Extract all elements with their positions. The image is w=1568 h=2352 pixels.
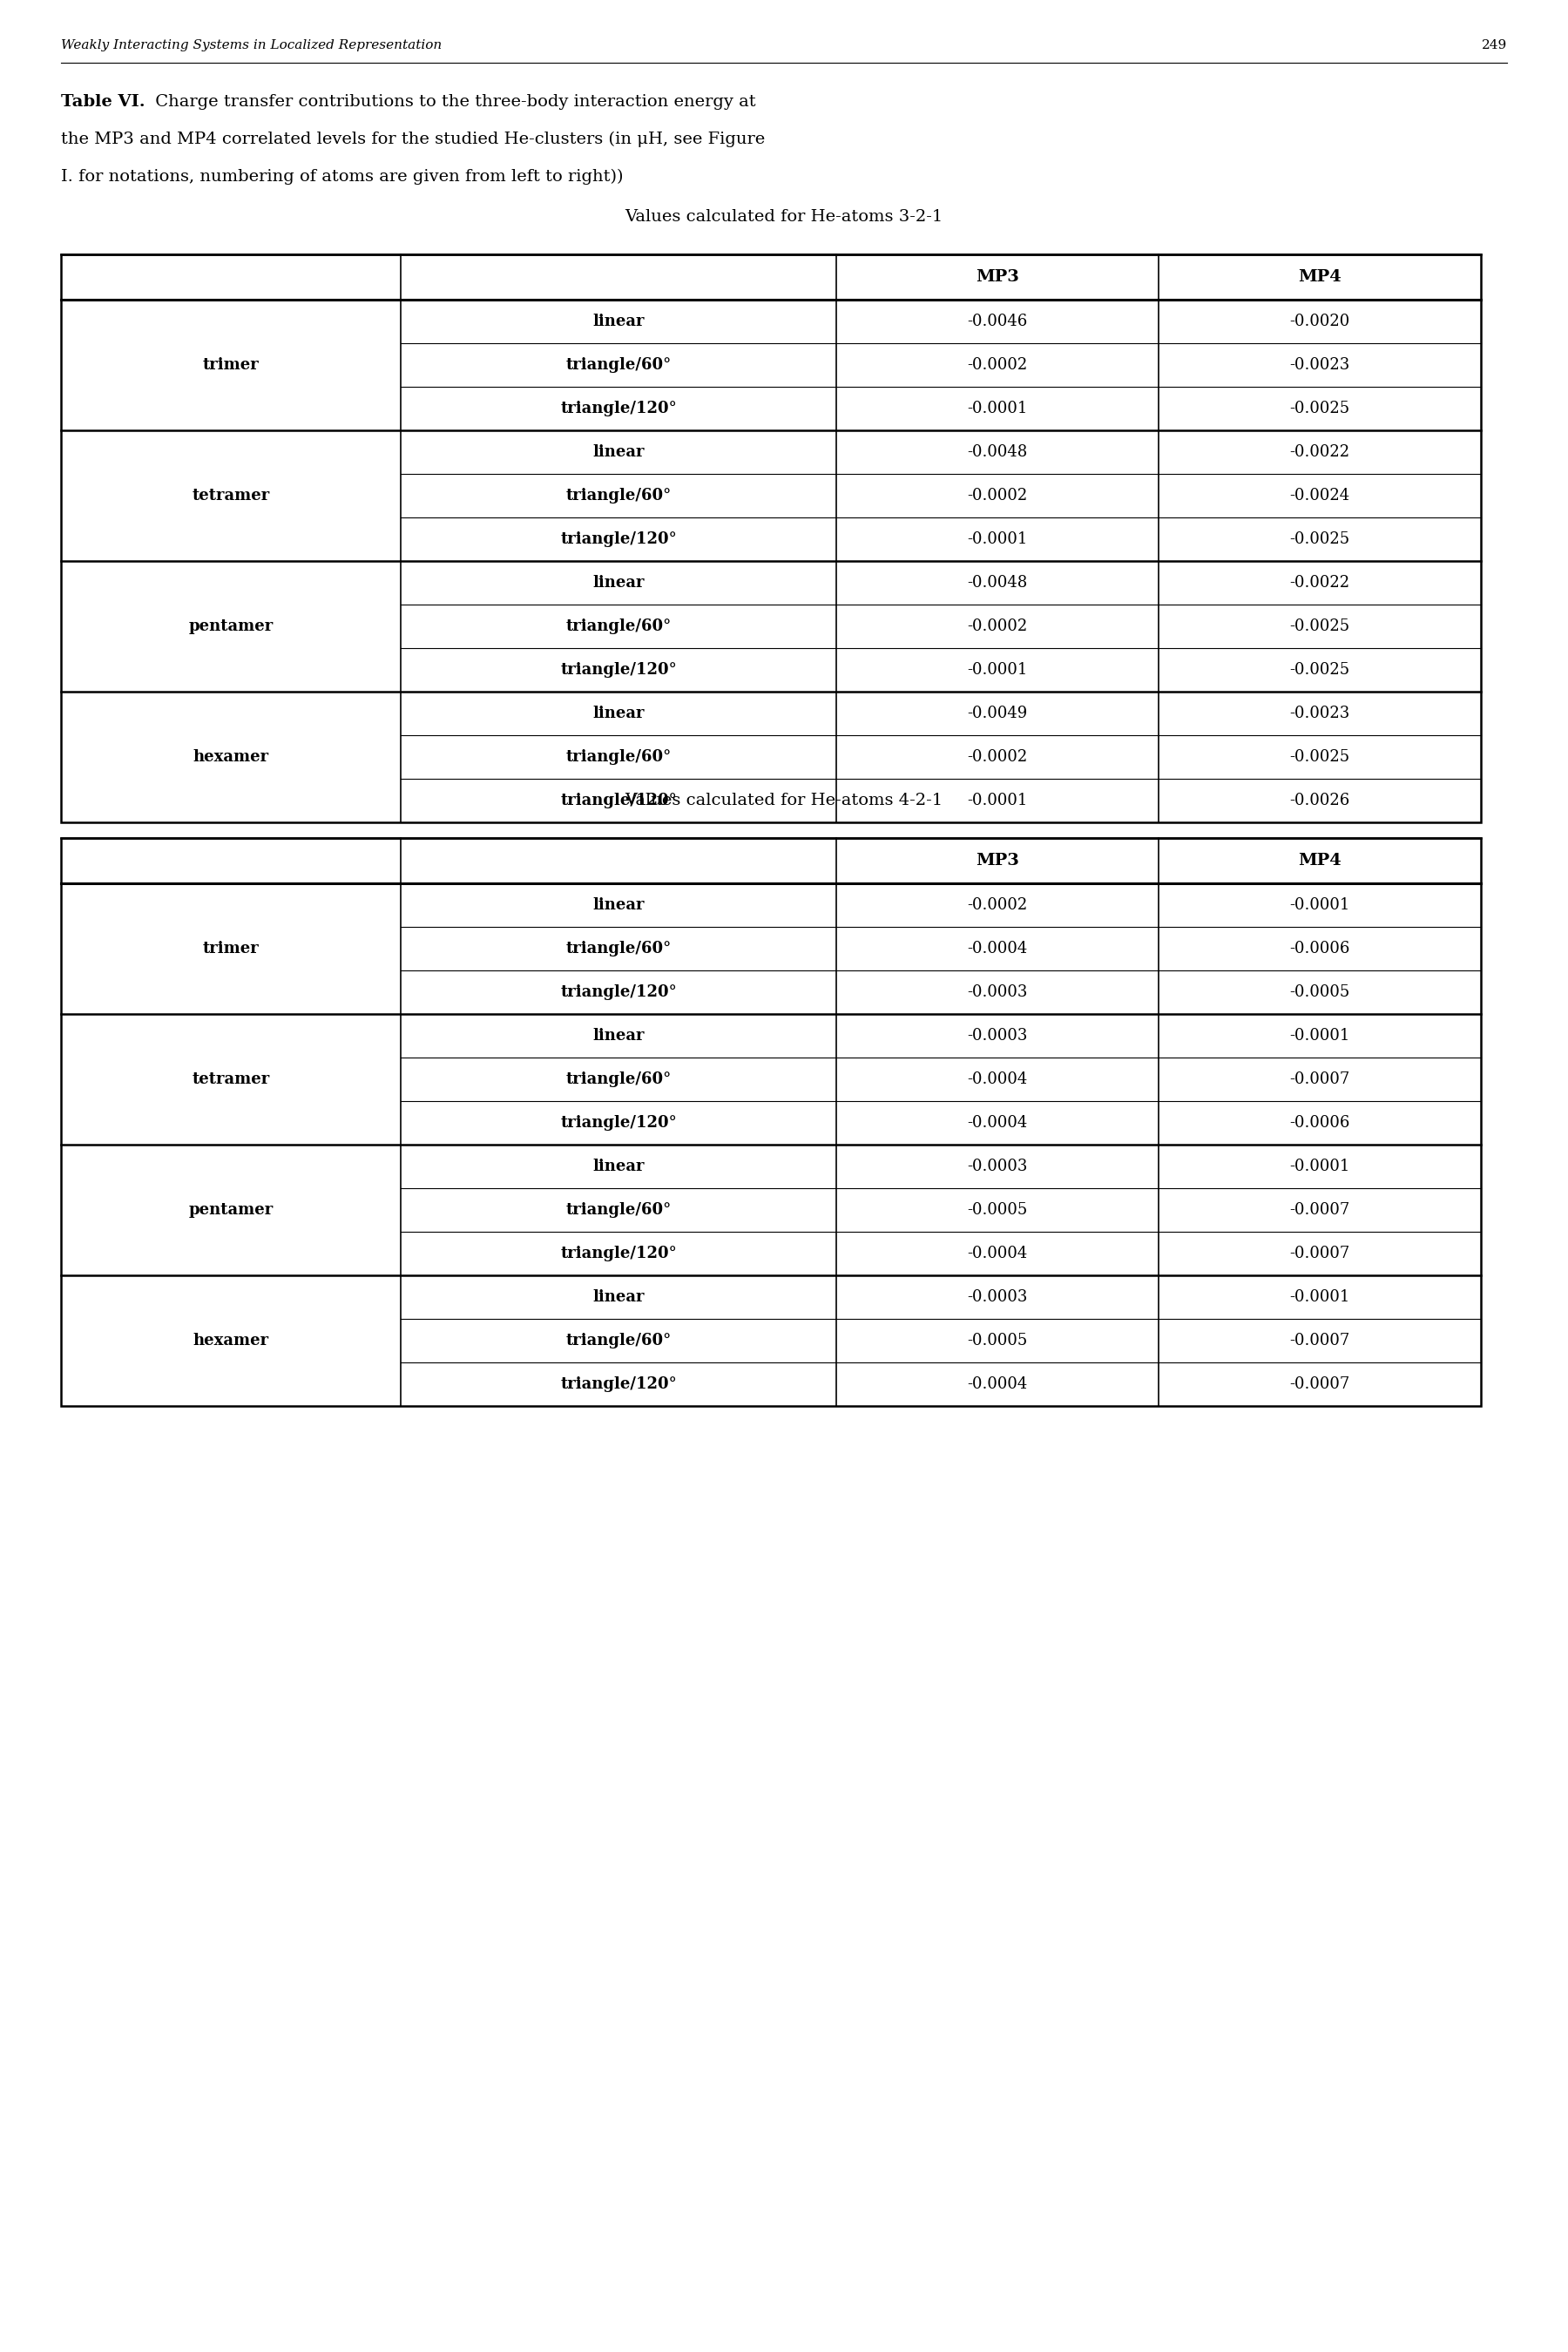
Text: linear: linear (593, 706, 644, 722)
Text: -0.0048: -0.0048 (967, 574, 1027, 590)
Text: -0.0002: -0.0002 (967, 358, 1027, 374)
Text: triangle/60°: triangle/60° (566, 941, 671, 957)
Text: -0.0022: -0.0022 (1289, 445, 1350, 461)
Text: -0.0007: -0.0007 (1289, 1334, 1350, 1348)
Text: trimer: trimer (202, 941, 259, 957)
Text: -0.0048: -0.0048 (967, 445, 1027, 461)
Text: MP3: MP3 (975, 268, 1019, 285)
Text: -0.0007: -0.0007 (1289, 1202, 1350, 1218)
Text: -0.0001: -0.0001 (1289, 1028, 1350, 1044)
Text: Values calculated for He-atoms 4-2-1: Values calculated for He-atoms 4-2-1 (626, 793, 942, 809)
Text: triangle/120°: triangle/120° (560, 1247, 677, 1261)
Text: -0.0003: -0.0003 (967, 985, 1027, 1000)
Text: pentamer: pentamer (188, 619, 273, 635)
Text: linear: linear (593, 896, 644, 913)
Text: trimer: trimer (202, 358, 259, 374)
Text: MP4: MP4 (1298, 854, 1341, 868)
Text: triangle/120°: triangle/120° (560, 1115, 677, 1131)
Text: -0.0046: -0.0046 (967, 313, 1027, 329)
Text: triangle/120°: triangle/120° (560, 661, 677, 677)
Text: -0.0003: -0.0003 (967, 1028, 1027, 1044)
Text: Table VI.: Table VI. (61, 94, 146, 111)
Text: -0.0004: -0.0004 (967, 1247, 1027, 1261)
Text: -0.0001: -0.0001 (967, 661, 1027, 677)
Text: -0.0007: -0.0007 (1289, 1376, 1350, 1392)
Text: triangle/120°: triangle/120° (560, 400, 677, 416)
Text: -0.0002: -0.0002 (967, 750, 1027, 764)
Text: triangle/60°: triangle/60° (566, 1202, 671, 1218)
Text: -0.0001: -0.0001 (967, 532, 1027, 548)
Text: linear: linear (593, 313, 644, 329)
Text: hexamer: hexamer (193, 750, 268, 764)
Text: I. for notations, numbering of atoms are given from left to right)): I. for notations, numbering of atoms are… (61, 169, 624, 186)
Text: MP4: MP4 (1298, 268, 1341, 285)
Text: triangle/60°: triangle/60° (566, 1334, 671, 1348)
Text: -0.0003: -0.0003 (967, 1160, 1027, 1174)
Text: triangle/60°: triangle/60° (566, 487, 671, 503)
Text: triangle/60°: triangle/60° (566, 750, 671, 764)
Text: linear: linear (593, 1160, 644, 1174)
Text: -0.0025: -0.0025 (1289, 619, 1350, 635)
Text: linear: linear (593, 1028, 644, 1044)
Text: Values calculated for He-atoms 3-2-1: Values calculated for He-atoms 3-2-1 (626, 209, 942, 226)
Text: triangle/120°: triangle/120° (560, 1376, 677, 1392)
Text: -0.0004: -0.0004 (967, 1115, 1027, 1131)
Text: triangle/60°: triangle/60° (566, 1073, 671, 1087)
Text: -0.0004: -0.0004 (967, 1073, 1027, 1087)
Text: -0.0004: -0.0004 (967, 1376, 1027, 1392)
Text: -0.0001: -0.0001 (967, 793, 1027, 809)
Text: -0.0007: -0.0007 (1289, 1247, 1350, 1261)
Text: linear: linear (593, 574, 644, 590)
Text: linear: linear (593, 445, 644, 461)
Text: triangle/60°: triangle/60° (566, 619, 671, 635)
Text: -0.0001: -0.0001 (1289, 1289, 1350, 1305)
Text: -0.0049: -0.0049 (967, 706, 1027, 722)
Text: -0.0022: -0.0022 (1289, 574, 1350, 590)
Text: MP3: MP3 (975, 854, 1019, 868)
Text: pentamer: pentamer (188, 1202, 273, 1218)
Text: the MP3 and MP4 correlated levels for the studied He-clusters (in μH, see Figure: the MP3 and MP4 correlated levels for th… (61, 132, 765, 148)
Text: -0.0025: -0.0025 (1289, 400, 1350, 416)
Text: -0.0006: -0.0006 (1289, 941, 1350, 957)
Text: -0.0023: -0.0023 (1289, 358, 1350, 374)
Text: 249: 249 (1482, 40, 1507, 52)
Text: -0.0001: -0.0001 (1289, 1160, 1350, 1174)
Text: -0.0002: -0.0002 (967, 896, 1027, 913)
Text: -0.0023: -0.0023 (1289, 706, 1350, 722)
Text: -0.0024: -0.0024 (1289, 487, 1350, 503)
Text: -0.0003: -0.0003 (967, 1289, 1027, 1305)
Text: -0.0025: -0.0025 (1289, 532, 1350, 548)
Text: -0.0002: -0.0002 (967, 619, 1027, 635)
Text: -0.0005: -0.0005 (967, 1202, 1027, 1218)
Text: triangle/120°: triangle/120° (560, 532, 677, 548)
Text: triangle/60°: triangle/60° (566, 358, 671, 374)
Text: tetramer: tetramer (191, 1073, 270, 1087)
Text: triangle/120°: triangle/120° (560, 985, 677, 1000)
Text: triangle/120°: triangle/120° (560, 793, 677, 809)
Text: -0.0026: -0.0026 (1289, 793, 1350, 809)
Text: -0.0001: -0.0001 (967, 400, 1027, 416)
Text: -0.0005: -0.0005 (967, 1334, 1027, 1348)
Text: -0.0002: -0.0002 (967, 487, 1027, 503)
Bar (61, 254, 1480, 823)
Text: -0.0006: -0.0006 (1289, 1115, 1350, 1131)
Text: -0.0020: -0.0020 (1289, 313, 1350, 329)
Bar (61, 837, 1480, 1406)
Text: -0.0025: -0.0025 (1289, 750, 1350, 764)
Text: -0.0025: -0.0025 (1289, 661, 1350, 677)
Text: tetramer: tetramer (191, 487, 270, 503)
Text: -0.0004: -0.0004 (967, 941, 1027, 957)
Text: -0.0007: -0.0007 (1289, 1073, 1350, 1087)
Text: Weakly Interacting Systems in Localized Representation: Weakly Interacting Systems in Localized … (61, 40, 442, 52)
Text: Charge transfer contributions to the three-body interaction energy at: Charge transfer contributions to the thr… (151, 94, 756, 111)
Text: hexamer: hexamer (193, 1334, 268, 1348)
Text: linear: linear (593, 1289, 644, 1305)
Text: -0.0005: -0.0005 (1289, 985, 1350, 1000)
Text: -0.0001: -0.0001 (1289, 896, 1350, 913)
